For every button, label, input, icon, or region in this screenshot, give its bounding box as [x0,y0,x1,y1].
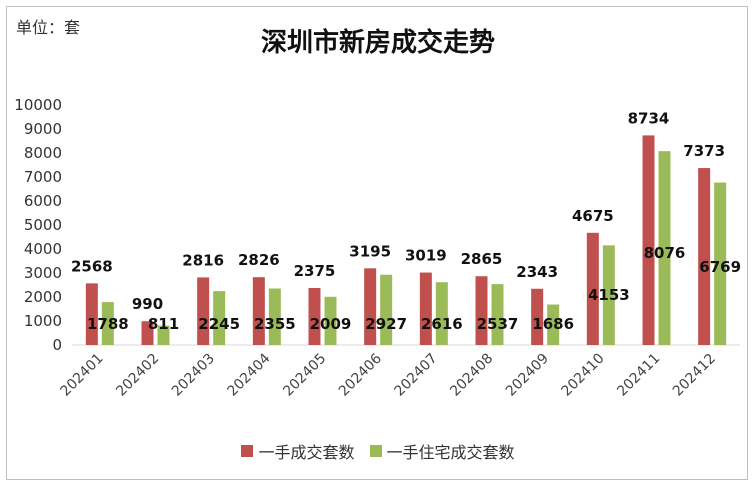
y-tick-label: 7000 [24,168,62,186]
x-tick-label: 202402 [113,351,162,400]
bar-series-2 [547,304,560,345]
x-tick-label: 202408 [447,351,496,400]
bar-series-1 [141,321,154,345]
bar-series-1 [197,277,210,345]
x-tick-label: 202409 [503,351,552,400]
data-label-series-1: 8734 [628,109,670,127]
data-label-series-1: 2568 [71,257,113,275]
data-label-series-2: 2616 [421,315,463,333]
data-label-series-1: 3195 [349,242,391,260]
bar-series-1 [586,232,599,345]
x-tick-label: 202405 [280,351,329,400]
legend-label-series-1: 一手成交套数 [258,443,355,462]
bar-series-2 [324,296,337,345]
x-tick-label: 202412 [670,351,719,400]
legend-item-series-1: 一手成交套数 [241,439,354,463]
y-tick-label: 5000 [24,216,62,234]
data-label-series-2: 2009 [310,315,352,333]
y-tick-label: 3000 [24,264,62,282]
bar-series-1 [308,288,321,345]
data-label-series-2: 4153 [588,286,630,304]
legend: 一手成交套数 一手住宅成交套数 [0,439,756,463]
y-tick-label: 10000 [14,96,62,114]
legend-item-series-2: 一手住宅成交套数 [369,439,515,463]
unit-label: 单位：套 [16,18,81,37]
bar-series-2 [602,245,615,345]
data-label-series-1: 4675 [572,207,614,225]
data-label-series-2: 1788 [87,315,129,333]
legend-swatch-series-2 [369,445,382,457]
chart-frame [6,6,748,480]
bar-series-1 [698,168,711,345]
x-tick-label: 202411 [614,351,663,400]
x-tick-label: 202404 [225,350,274,399]
bar-series-1 [419,272,432,345]
data-label-series-1: 2865 [461,250,503,268]
data-label-series-2: 6769 [699,258,741,276]
bar-series-2 [491,284,504,345]
bar-series-1 [531,288,544,345]
data-label-series-1: 7373 [683,142,725,160]
data-label-series-1: 3019 [405,247,447,265]
y-tick-label: 4000 [24,240,62,258]
bar-series-2 [213,291,226,345]
data-label-series-2: 2537 [477,315,519,333]
y-tick-label: 0 [52,336,62,354]
bar-series-2 [714,182,727,345]
data-label-series-1: 2343 [516,263,558,281]
data-label-series-2: 2355 [254,315,296,333]
x-tick-label: 202410 [559,351,608,400]
y-tick-label: 1000 [24,312,62,330]
x-tick-label: 202401 [58,351,107,400]
x-tick-label: 202406 [336,350,385,399]
bar-series-2 [157,325,170,345]
data-label-series-1: 2816 [182,251,224,269]
data-label-series-1: 2375 [294,262,336,280]
x-tick-label: 202403 [169,351,218,400]
bar-series-2 [435,282,448,345]
bar-series-2 [268,288,281,345]
bar-series-1 [475,276,488,345]
legend-label-series-2: 一手住宅成交套数 [386,443,515,462]
data-label-series-1: 2826 [238,251,280,269]
y-tick-label: 9000 [24,120,62,138]
data-label-series-2: 8076 [644,244,686,262]
legend-swatch-series-1 [241,445,254,457]
y-tick-label: 8000 [24,144,62,162]
bar-series-1 [85,283,98,345]
bar-series-1 [364,268,377,345]
data-label-series-2: 811 [148,315,179,333]
data-label-series-2: 2927 [365,315,407,333]
data-label-series-2: 1686 [532,315,574,333]
data-label-series-2: 2245 [198,315,240,333]
bar-series-2 [101,302,114,345]
bar-series-2 [380,274,393,345]
chart-title: 深圳市新房成交走势 [260,28,495,58]
data-label-series-1: 990 [132,295,163,313]
x-tick-label: 202407 [392,351,441,400]
y-tick-label: 2000 [24,288,62,306]
bar-series-1 [642,135,655,345]
bar-series-1 [252,277,265,345]
bar-series-2 [658,151,671,345]
y-tick-label: 6000 [24,192,62,210]
